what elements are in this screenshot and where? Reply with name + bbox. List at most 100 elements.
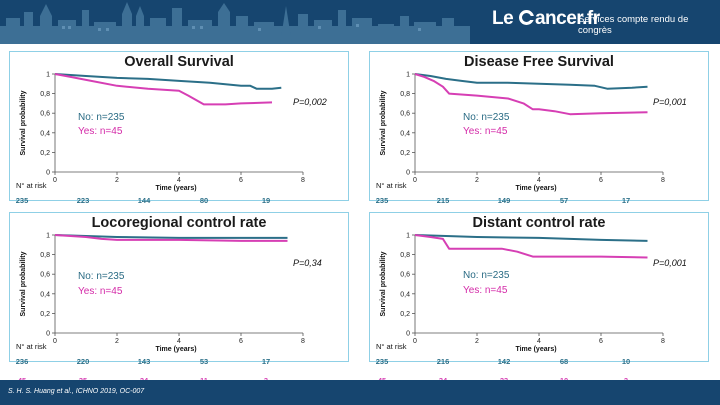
x-tick-label: 0: [53, 177, 57, 184]
chart-title: Overall Survival: [124, 54, 234, 70]
panel-locoregional-control: Locoregional control rate 0 0,2 0,4 0,6 0,8 1…: [9, 212, 349, 385]
x-tick-label: 0: [413, 338, 417, 345]
y-axis-label: Survival probability: [20, 90, 27, 155]
at-risk-no-value: 68: [560, 357, 568, 366]
city-skyline-banner: [0, 2, 470, 44]
at-risk-no-value: 144: [138, 196, 151, 205]
x-tick-label: 4: [537, 177, 541, 184]
y-tick-label: 0,4: [40, 130, 50, 137]
x-axis-label: Time (years): [155, 346, 196, 353]
header-banner: Le ancer.fr Services compte rendu de con…: [0, 0, 720, 44]
survival-curve-yes: [54, 234, 288, 242]
y-tick-label: 1: [46, 233, 50, 240]
chart-title: Distant control rate: [472, 215, 606, 231]
x-tick-label: 8: [301, 338, 305, 345]
y-tick-label: 0,8: [400, 91, 410, 98]
x-tick-label: 6: [599, 338, 603, 345]
x-tick-label: 6: [239, 338, 243, 345]
at-risk-no-value: 142: [498, 357, 511, 366]
legend-yes: Yes: n=45: [78, 126, 123, 137]
brand-c-mark: [518, 10, 535, 25]
y-tick-label: 0,2: [400, 150, 410, 157]
y-tick-label: 0: [406, 170, 410, 177]
survival-curve-yes: [414, 73, 648, 116]
survival-curve-no: [414, 73, 648, 90]
chart-title: Disease Free Survival: [464, 54, 614, 70]
y-axis-label: Survival probability: [20, 251, 27, 316]
x-tick-label: 2: [475, 177, 479, 184]
x-tick-label: 2: [115, 338, 119, 345]
x-tick-label: 4: [177, 177, 181, 184]
chart-title: Locoregional control rate: [91, 215, 267, 231]
at-risk-no-value: 17: [622, 196, 630, 205]
x-tick-label: 8: [661, 338, 665, 345]
y-tick-label: 1: [46, 72, 50, 79]
at-risk-no-value: 10: [622, 357, 630, 366]
y-tick-label: 0,8: [400, 252, 410, 259]
y-tick-label: 0,8: [40, 91, 50, 98]
y-tick-label: 0,6: [40, 111, 50, 118]
x-tick-label: 0: [413, 177, 417, 184]
x-axis-label: Time (years): [515, 185, 556, 192]
y-tick-label: 0,6: [400, 111, 410, 118]
p-value: P=0,002: [293, 97, 327, 107]
at-risk-no-value: 19: [262, 196, 270, 205]
at-risk-no-value: 57: [560, 196, 568, 205]
y-tick-label: 0,6: [400, 272, 410, 279]
p-value: P=0,001: [653, 258, 687, 268]
legend-no: No: n=235: [463, 270, 510, 281]
at-risk-no-value: 149: [498, 196, 511, 205]
at-risk-no-value: 53: [200, 357, 208, 366]
legend-no: No: n=235: [78, 271, 125, 282]
at-risk-no-value: 215: [437, 196, 450, 205]
x-tick-label: 8: [301, 177, 305, 184]
brand-cancer: ancer.fr: [534, 8, 600, 29]
x-axis-label: Time (years): [515, 346, 556, 353]
x-tick-label: 2: [115, 177, 119, 184]
legend-yes: Yes: n=45: [463, 126, 508, 137]
legend-no: No: n=235: [78, 112, 125, 123]
y-tick-label: 0,4: [400, 130, 410, 137]
at-risk-no-value: 235: [16, 196, 29, 205]
lecancer-logo[interactable]: Le ancer.fr: [492, 8, 600, 30]
y-axis-label: Survival probability: [380, 90, 387, 155]
survival-curve-no: [414, 234, 648, 242]
at-risk-no-value: 235: [376, 196, 389, 205]
y-tick-label: 0,6: [40, 272, 50, 279]
x-tick-label: 2: [475, 338, 479, 345]
y-tick-label: 0,2: [400, 311, 410, 318]
footer: S. H. S. Huang et al., ICHNO 2019, OC-00…: [0, 380, 720, 405]
y-tick-label: 0: [46, 331, 50, 338]
y-axis-label: Survival probability: [380, 251, 387, 316]
at-risk-no-value: 216: [437, 357, 450, 366]
survival-curve-yes: [54, 73, 273, 106]
x-axis-label: Time (years): [155, 185, 196, 192]
brand-le: Le: [492, 8, 514, 29]
at-risk-no-value: 80: [200, 196, 208, 205]
y-tick-label: 0,2: [40, 150, 50, 157]
y-tick-label: 0,4: [40, 291, 50, 298]
at-risk-label: N° at risk: [376, 342, 407, 351]
brand-services: Services compte rendu de congrès: [578, 14, 689, 36]
at-risk-no-value: 17: [262, 357, 270, 366]
x-tick-label: 8: [661, 177, 665, 184]
x-tick-label: 0: [53, 338, 57, 345]
y-tick-label: 0: [406, 331, 410, 338]
x-tick-label: 6: [599, 177, 603, 184]
at-risk-label: N° at risk: [16, 181, 47, 190]
km-chart-overall-survival: 0 0,2 0,4 0,6 0,8 1 0 2 4 6 8 Time (years) Survival …: [16, 72, 305, 225]
y-tick-label: 0: [46, 170, 50, 177]
p-value: P=0,001: [653, 97, 687, 107]
survival-curve-yes: [414, 234, 648, 259]
at-risk-no-value: 236: [16, 357, 29, 366]
y-tick-label: 1: [406, 233, 410, 240]
citation: S. H. S. Huang et al., ICHNO 2019, OC-00…: [8, 388, 145, 395]
legend-no: No: n=235: [463, 112, 510, 123]
at-risk-label: N° at risk: [376, 181, 407, 190]
x-tick-label: 4: [537, 338, 541, 345]
y-tick-label: 0,2: [40, 311, 50, 318]
at-risk-no-value: 220: [77, 357, 90, 366]
panel-disease-free-survival: Disease Free Survival 0 0,2 0,4 0,6 0,8 1 0 2 4 6…: [369, 51, 709, 224]
panel-overall-survival: Overall Survival 0 0,2 0,4 0,6 0,8 1 0 2 4 6 8 Time…: [9, 51, 349, 224]
panel-distant-control: Distant control rate 0 0,2 0,4 0,6 0,8 1 0 2 4 6 8…: [369, 212, 709, 385]
